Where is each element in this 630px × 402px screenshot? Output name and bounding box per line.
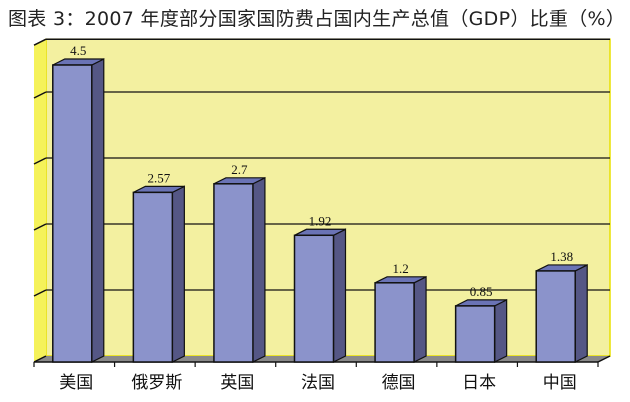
x-tick-label: 英国 bbox=[220, 373, 254, 393]
chart-title: 图表 3：2007 年度部分国家国防费占国内生产总值（GDP）比重（%） bbox=[8, 8, 626, 30]
x-tick-label: 日本 bbox=[462, 373, 496, 393]
data-label: 0.85 bbox=[470, 284, 493, 299]
bar-group: 1.92 bbox=[293, 213, 347, 363]
bar bbox=[454, 305, 496, 363]
y-tick bbox=[33, 91, 47, 99]
x-tick-label: 美国 bbox=[59, 373, 93, 393]
y-tick bbox=[33, 38, 47, 46]
data-label: 2.7 bbox=[231, 162, 248, 177]
y-tick bbox=[33, 157, 47, 165]
bar bbox=[132, 191, 174, 363]
bar-side bbox=[332, 228, 347, 363]
bar-side bbox=[91, 58, 105, 363]
x-tick-label: 德国 bbox=[382, 373, 416, 393]
side-wall bbox=[34, 39, 46, 362]
bar-group: 0.85 bbox=[454, 284, 508, 363]
bar bbox=[213, 183, 254, 363]
y-tick bbox=[33, 223, 47, 231]
bar-side bbox=[574, 263, 588, 363]
y-tick bbox=[33, 289, 47, 297]
x-tick-label: 法国 bbox=[301, 373, 335, 393]
data-label: 2.57 bbox=[147, 170, 170, 185]
bar-side bbox=[494, 298, 508, 363]
data-label: 1.2 bbox=[392, 261, 408, 276]
data-label: 1.92 bbox=[309, 213, 332, 228]
bar bbox=[52, 64, 93, 363]
bar-group: 2.57 bbox=[132, 170, 185, 363]
bar-side bbox=[252, 176, 266, 363]
x-axis-end bbox=[597, 355, 611, 363]
bar-side bbox=[171, 185, 185, 363]
bar-group: 1.38 bbox=[535, 249, 588, 363]
bar bbox=[374, 282, 415, 363]
x-tick-label: 俄罗斯 bbox=[131, 373, 182, 393]
bar-group: 2.7 bbox=[213, 162, 266, 363]
bar-group: 4.5 bbox=[52, 43, 105, 363]
data-label: 1.38 bbox=[550, 249, 573, 264]
y-tick bbox=[33, 355, 47, 363]
bar bbox=[535, 270, 576, 363]
x-tick-label: 中国 bbox=[543, 373, 577, 393]
bar-group: 1.2 bbox=[374, 261, 427, 363]
bar bbox=[293, 234, 335, 363]
data-label: 4.5 bbox=[70, 43, 86, 58]
bar-side bbox=[413, 275, 427, 363]
